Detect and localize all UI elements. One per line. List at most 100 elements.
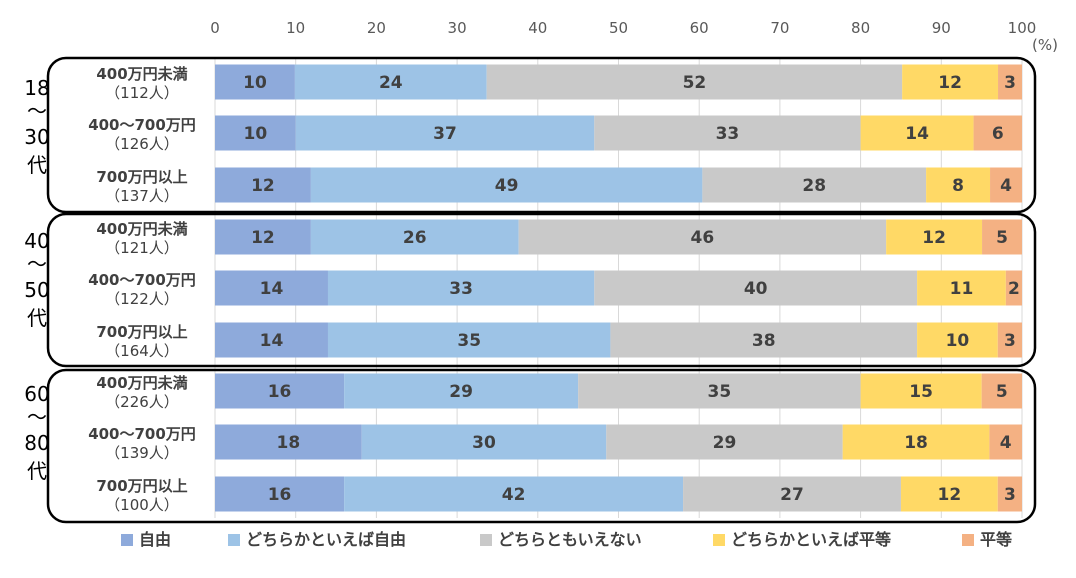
legend-swatch bbox=[713, 534, 725, 546]
bar-value-label: 46 bbox=[691, 228, 715, 248]
x-tick-label: 80 bbox=[851, 19, 870, 37]
bar-segment bbox=[344, 476, 684, 512]
bar-value-label: 12 bbox=[922, 228, 946, 248]
bar-segment bbox=[215, 167, 311, 203]
age-group-label: 80 bbox=[24, 431, 49, 455]
bar-segment bbox=[327, 270, 595, 306]
row-sample-size: （112人） bbox=[105, 84, 179, 102]
bar-segment bbox=[998, 64, 1022, 100]
bar-segment bbox=[860, 373, 982, 409]
x-tick-label: 30 bbox=[448, 19, 467, 37]
row-label: 400万円未満 bbox=[96, 220, 187, 238]
bar-segment bbox=[518, 219, 887, 255]
bar-value-label: 38 bbox=[752, 331, 776, 351]
age-group-label: 40 bbox=[24, 229, 49, 253]
row-sample-size: （121人） bbox=[105, 239, 179, 257]
bar-value-label: 6 bbox=[992, 124, 1004, 144]
bar-value-label: 11 bbox=[950, 279, 974, 299]
bar-value-label: 33 bbox=[716, 124, 740, 144]
bar-value-label: 14 bbox=[260, 279, 284, 299]
bar-value-label: 12 bbox=[251, 176, 275, 196]
bar-segment bbox=[702, 167, 927, 203]
bar-segment bbox=[310, 219, 519, 255]
group-frame bbox=[46, 56, 1037, 214]
bar-value-label: 27 bbox=[780, 485, 804, 505]
bar-segment bbox=[886, 219, 983, 255]
bar-value-label: 29 bbox=[449, 382, 473, 402]
bar-value-label: 29 bbox=[713, 433, 737, 453]
group-frame bbox=[46, 368, 1037, 524]
bar-value-label: 4 bbox=[1000, 176, 1012, 196]
bar-segment bbox=[594, 115, 861, 151]
bar-segment bbox=[926, 167, 991, 203]
age-group-label: 代 bbox=[27, 459, 47, 483]
row-label: 400～700万円 bbox=[88, 116, 196, 134]
bar-segment bbox=[900, 476, 998, 512]
row-label: 400～700万円 bbox=[88, 425, 196, 443]
bar-value-label: 30 bbox=[472, 433, 496, 453]
legend-label: どちらかといえば平等 bbox=[731, 530, 891, 549]
legend-label: どちらともいえない bbox=[498, 530, 642, 549]
bar-value-label: 18 bbox=[904, 433, 928, 453]
bar-segment bbox=[594, 270, 918, 306]
bar-value-label: 42 bbox=[502, 485, 526, 505]
bar-segment bbox=[842, 424, 990, 460]
bar-value-label: 10 bbox=[243, 73, 267, 93]
row-sample-size: （100人） bbox=[105, 496, 179, 514]
legend-label: 平等 bbox=[980, 530, 1012, 549]
age-group-label: ～ bbox=[27, 405, 47, 429]
legend-swatch bbox=[480, 534, 492, 546]
bar-segment bbox=[486, 64, 903, 100]
bar-value-label: 12 bbox=[251, 228, 275, 248]
bar-segment bbox=[982, 219, 1022, 255]
bar-segment bbox=[683, 476, 901, 512]
row-label: 400～700万円 bbox=[88, 271, 196, 289]
bar-segment bbox=[997, 322, 1022, 358]
x-tick-label: 60 bbox=[690, 19, 709, 37]
bar-value-label: 3 bbox=[1004, 485, 1016, 505]
row-label: 700万円以上 bbox=[96, 477, 187, 495]
bar-segment bbox=[990, 167, 1022, 203]
bar-value-label: 24 bbox=[379, 73, 403, 93]
bar-value-label: 49 bbox=[495, 176, 519, 196]
age-group-label: ～ bbox=[27, 99, 47, 123]
row-sample-size: （122人） bbox=[105, 290, 179, 308]
row-label: 700万円以上 bbox=[96, 323, 187, 341]
bar-value-label: 3 bbox=[1004, 331, 1016, 351]
bar-value-label: 18 bbox=[277, 433, 301, 453]
bar-value-label: 8 bbox=[952, 176, 964, 196]
bar-segment bbox=[327, 322, 611, 358]
age-group-label: 18 bbox=[24, 76, 49, 100]
x-tick-label: 10 bbox=[286, 19, 305, 37]
bars: 10 24 52 12 310 37 33 14 612 49 28 8 412 26 46 12 514 33 4… bbox=[215, 64, 1022, 512]
bar-value-label: 40 bbox=[744, 279, 768, 299]
bar-segment bbox=[973, 115, 1022, 151]
bar-value-label: 35 bbox=[457, 331, 481, 351]
x-tick-label: 0 bbox=[210, 19, 220, 37]
row-sample-size: （126人） bbox=[105, 135, 179, 153]
bar-segment bbox=[917, 322, 998, 358]
bar-value-label: 16 bbox=[268, 485, 292, 505]
age-group-label: 30 bbox=[24, 125, 49, 149]
age-groups: 18～30代400万円未満（112人）400～700万円（126人）700万円以… bbox=[24, 56, 1037, 524]
age-group-label: 60 bbox=[24, 382, 49, 406]
legend-label: 自由 bbox=[139, 530, 171, 549]
legend-swatch bbox=[121, 534, 133, 546]
legend-swatch bbox=[962, 534, 974, 546]
bar-value-label: 52 bbox=[683, 73, 707, 93]
x-tick-label: 100 bbox=[1008, 19, 1037, 37]
row-sample-size: （226人） bbox=[105, 393, 179, 411]
bar-segment bbox=[215, 270, 328, 306]
bar-segment bbox=[215, 115, 296, 151]
bar-segment bbox=[578, 373, 861, 409]
x-tick-label: 20 bbox=[367, 19, 386, 37]
bar-segment bbox=[610, 322, 918, 358]
bar-value-label: 14 bbox=[905, 124, 929, 144]
bar-value-label: 2 bbox=[1008, 279, 1020, 299]
bar-segment bbox=[215, 322, 328, 358]
bar-segment bbox=[215, 219, 311, 255]
bar-value-label: 37 bbox=[433, 124, 457, 144]
age-group-label: ～ bbox=[27, 252, 47, 276]
age-group-label: 50 bbox=[24, 278, 49, 302]
